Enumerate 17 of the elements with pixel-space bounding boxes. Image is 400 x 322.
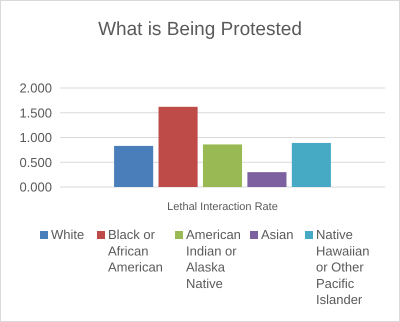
legend-label: Black or African American — [108, 227, 163, 275]
x-tick-label: Lethal Interaction Rate — [167, 201, 278, 213]
bar — [202, 144, 242, 187]
legend-label: Native Hawaiian or Other Pacific Islander — [316, 227, 370, 308]
bar — [247, 172, 286, 187]
y-tick-label: 0.500 — [19, 154, 52, 170]
y-tick-label: 0.000 — [19, 180, 52, 195]
y-tick-label: 1.000 — [19, 130, 52, 146]
bar — [292, 142, 331, 187]
bar — [114, 146, 154, 187]
bar — [158, 106, 198, 187]
chart-title: What is Being Protested — [98, 19, 302, 40]
y-tick-label: 2.000 — [19, 80, 52, 96]
legend-label: American Indian or Alaska Native — [186, 227, 241, 291]
legend-label: White — [51, 227, 84, 242]
y-tick-label: 1.500 — [19, 105, 52, 120]
legend-label: Asian — [261, 227, 294, 242]
